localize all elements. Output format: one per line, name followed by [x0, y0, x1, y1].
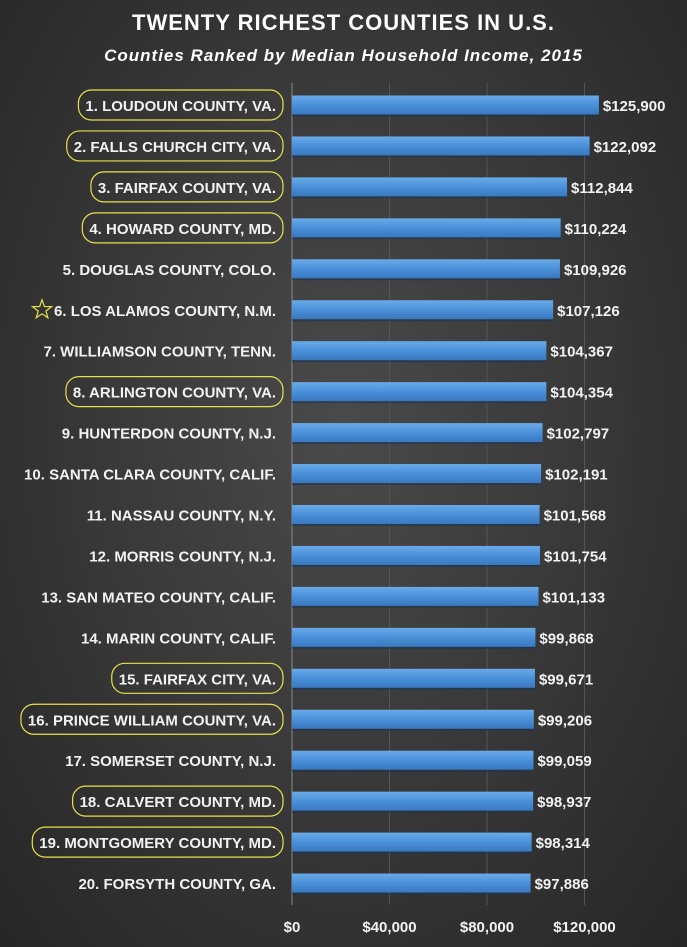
bar-row: $99,868 14. MARIN COUNTY, CALIF. — [81, 627, 594, 649]
bar-row: $101,754 12. MORRIS COUNTY, N.J. — [89, 545, 607, 567]
category-label: 11. NASSAU COUNTY, N.Y. — [87, 508, 276, 525]
bar-row: $102,191 10. SANTA CLARA COUNTY, CALIF. — [24, 464, 608, 486]
category-label: 4. HOWARD COUNTY, MD. — [89, 221, 276, 238]
category-label: 16. PRINCE WILLIAM COUNTY, VA. — [28, 712, 276, 729]
bar — [292, 586, 539, 606]
bar-row: $104,354 8. ARLINGTON COUNTY, VA. — [65, 376, 614, 408]
bar-row: $97,886 20. FORSYTH COUNTY, GA. — [78, 873, 589, 895]
highlight-ellipse — [65, 376, 284, 408]
x-tick-label: $80,000 — [460, 919, 514, 936]
bar-row: $104,367 7. WILLIAMSON COUNTY, TENN. — [44, 341, 613, 363]
value-label: $112,844 — [571, 180, 633, 197]
highlight-ellipse — [111, 662, 284, 694]
value-label: $102,191 — [545, 467, 608, 484]
bar — [292, 382, 547, 402]
value-label: $97,886 — [535, 876, 589, 893]
bar-row: $125,900 1. LOUDOUN COUNTY, VA. — [77, 89, 666, 121]
bar — [292, 341, 547, 361]
bar-row: $112,844 3. FAIRFAX COUNTY, VA. — [90, 171, 633, 203]
bar-row: $98,937 18. CALVERT COUNTY, MD. — [71, 785, 591, 817]
category-label: 14. MARIN COUNTY, CALIF. — [81, 630, 276, 647]
category-label: 10. SANTA CLARA COUNTY, CALIF. — [24, 467, 276, 484]
bar-row: $99,206 16. PRINCE WILLIAM COUNTY, VA. — [20, 703, 592, 735]
bar — [292, 873, 531, 893]
value-label: $101,754 — [544, 548, 607, 565]
bar — [292, 750, 534, 770]
bar — [292, 259, 560, 279]
value-label: $104,354 — [550, 385, 613, 402]
highlight-ellipse — [20, 703, 284, 735]
category-label: 3. FAIRFAX COUNTY, VA. — [98, 180, 276, 197]
value-label: $122,092 — [594, 139, 657, 156]
value-label: $110,224 — [565, 221, 627, 238]
bar — [292, 832, 532, 852]
category-label: 18. CALVERT COUNTY, MD. — [80, 794, 276, 811]
category-label: 2. FALLS CHURCH CITY, VA. — [74, 139, 276, 156]
highlight-ellipse — [81, 212, 284, 244]
value-label: $107,126 — [557, 303, 620, 320]
category-label: 13. SAN MATEO COUNTY, CALIF. — [41, 589, 276, 606]
chart-title: TWENTY RICHEST COUNTIES IN U.S. — [132, 10, 555, 35]
category-label: 9. HUNTERDON COUNTY, N.J. — [62, 426, 276, 443]
x-tick-label: $0 — [284, 919, 301, 936]
value-label: $99,868 — [539, 630, 593, 647]
category-label: 6. LOS ALAMOS COUNTY, N.M. — [54, 303, 276, 320]
bar-row: $101,133 13. SAN MATEO COUNTY, CALIF. — [41, 586, 606, 608]
category-label: 5. DOUGLAS COUNTY, COLO. — [63, 262, 276, 279]
value-label: $102,797 — [547, 426, 610, 443]
bar-row: $98,314 19. MONTGOMERY COUNTY, MD. — [31, 826, 591, 858]
bar — [292, 423, 543, 443]
chart-subtitle: Counties Ranked by Median Household Inco… — [104, 46, 583, 65]
bar-row: $107,126 6. LOS ALAMOS COUNTY, N.M. — [30, 297, 620, 322]
category-label: 7. WILLIAMSON COUNTY, TENN. — [44, 344, 277, 361]
bar — [292, 218, 561, 238]
value-label: $99,206 — [538, 712, 592, 729]
value-label: $98,937 — [537, 794, 591, 811]
bar-row: $101,568 11. NASSAU COUNTY, N.Y. — [87, 505, 606, 526]
x-tick-label: $40,000 — [362, 919, 416, 936]
category-label: 17. SOMERSET COUNTY, N.J. — [65, 753, 276, 770]
value-label: $125,900 — [603, 98, 666, 115]
bar-row: $122,092 2. FALLS CHURCH CITY, VA. — [66, 130, 657, 162]
star-icon — [30, 297, 54, 320]
highlight-ellipse — [31, 826, 284, 858]
x-tick-label: $120,000 — [553, 919, 616, 936]
category-label: 15. FAIRFAX CITY, VA. — [119, 671, 276, 688]
bar — [292, 95, 599, 115]
value-label: $101,568 — [544, 508, 607, 525]
category-label: 19. MONTGOMERY COUNTY, MD. — [39, 835, 276, 852]
bar — [292, 545, 541, 565]
bar-row: $110,224 4. HOWARD COUNTY, MD. — [81, 212, 627, 244]
highlight-ellipse — [66, 130, 284, 162]
bar-row: $109,926 5. DOUGLAS COUNTY, COLO. — [63, 259, 627, 281]
bar — [292, 464, 542, 484]
category-label: 20. FORSYTH COUNTY, GA. — [78, 876, 276, 893]
value-label: $101,133 — [543, 589, 606, 606]
bar — [292, 505, 540, 524]
bar — [292, 300, 554, 320]
bar — [292, 791, 534, 811]
bar — [292, 668, 535, 688]
bar-row: $99,671 15. FAIRFAX CITY, VA. — [111, 662, 593, 694]
value-label: $99,671 — [539, 671, 593, 688]
category-label: 8. ARLINGTON COUNTY, VA. — [73, 385, 276, 402]
highlight-ellipse — [90, 171, 284, 203]
highlight-ellipse — [71, 785, 284, 817]
bar-row: $102,797 9. HUNTERDON COUNTY, N.J. — [62, 423, 610, 445]
bar — [292, 627, 536, 647]
category-label: 12. MORRIS COUNTY, N.J. — [89, 548, 276, 565]
bar — [292, 177, 568, 197]
value-label: $104,367 — [550, 344, 613, 361]
value-label: $99,059 — [537, 753, 591, 770]
bar — [292, 709, 534, 729]
highlight-ellipse — [77, 89, 284, 121]
value-label: $109,926 — [564, 262, 627, 279]
bar-row: $99,059 17. SOMERSET COUNTY, N.J. — [65, 750, 592, 772]
category-label: 1. LOUDOUN COUNTY, VA. — [85, 98, 276, 115]
value-label: $98,314 — [536, 835, 591, 852]
bar — [292, 136, 590, 156]
